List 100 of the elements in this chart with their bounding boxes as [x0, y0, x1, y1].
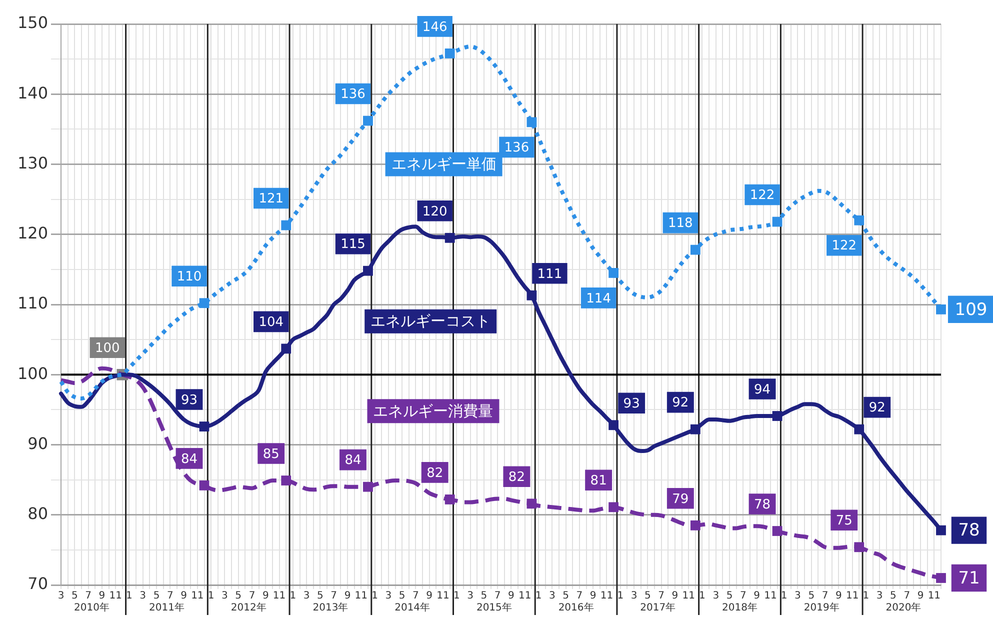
x-tick-label: 3: [876, 590, 883, 602]
x-tick-label: 9: [754, 590, 760, 602]
data-label: 71: [958, 568, 980, 588]
x-tick-label: 5: [808, 590, 815, 602]
point: [690, 424, 700, 434]
data-label: 111: [537, 266, 562, 282]
data-label: 93: [180, 392, 198, 408]
x-tick-label: 5: [71, 590, 78, 602]
point: [690, 520, 700, 530]
data-label: 104: [258, 315, 284, 330]
point: [281, 344, 292, 354]
x-tick-label: 1: [699, 590, 706, 602]
point: [199, 480, 210, 490]
x-tick-label: 1: [208, 590, 214, 602]
point: [608, 502, 619, 512]
x-tick-label: 7: [412, 590, 419, 602]
x-tick-label: 1: [617, 590, 624, 602]
x-tick-label: 5: [398, 590, 406, 602]
point: [363, 482, 373, 492]
x-tick-label: 5: [153, 590, 160, 602]
point: [281, 476, 292, 486]
x-tick-label: 7: [85, 590, 92, 602]
data-label: 121: [258, 192, 284, 207]
point: [444, 232, 455, 243]
x-tick-label: 11: [682, 590, 695, 602]
x-tick-label: 7: [576, 590, 583, 602]
x-tick-label: 3: [712, 590, 720, 602]
x-tick-label: 9: [917, 590, 924, 602]
data-label: 92: [868, 400, 886, 416]
data-label: 85: [262, 446, 280, 462]
data-label: 82: [426, 466, 444, 481]
text: エネルギー単価: [391, 155, 496, 174]
x-tick-label: 11: [600, 590, 614, 602]
y-tick-label: 120: [17, 224, 48, 243]
text: 2020年: [886, 602, 922, 614]
x-tick-label: 1: [290, 590, 296, 602]
x-tick-label: 5: [644, 590, 651, 602]
x-tick-label: 7: [822, 590, 828, 602]
point: [854, 424, 864, 434]
x-tick-label: 9: [672, 590, 678, 602]
point: [936, 573, 946, 583]
point: [772, 411, 782, 421]
y-tick-label: 140: [17, 83, 48, 102]
x-tick-label: 9: [426, 590, 433, 602]
data-label: 109: [954, 300, 988, 320]
data-label: 120: [422, 204, 448, 220]
x-tick-label: 7: [166, 590, 174, 602]
text: エネルギーコスト: [370, 312, 491, 330]
y-tick-label: 130: [17, 153, 48, 172]
text: 2013年: [312, 602, 348, 614]
text: 2014年: [394, 602, 430, 614]
text: 2019年: [804, 602, 840, 614]
data-label: 110: [176, 269, 202, 284]
x-tick-label: 3: [222, 590, 228, 602]
point: [363, 116, 373, 126]
y-tick-label: 150: [17, 13, 48, 32]
data-label: 136: [504, 140, 530, 156]
x-tick-label: 9: [590, 590, 596, 602]
x-tick-label: 3: [140, 590, 146, 602]
y-tick-label: 70: [28, 574, 48, 594]
x-tick-label: 9: [98, 590, 106, 602]
x-tick-label: 7: [658, 590, 664, 602]
x-tick-label: 5: [726, 590, 733, 602]
data-label: 79: [672, 492, 689, 507]
x-tick-label: 11: [518, 590, 532, 602]
x-tick-label: 3: [794, 590, 801, 602]
x-tick-label: 7: [248, 590, 256, 602]
text: 2016年: [558, 602, 594, 614]
x-tick-label: 9: [508, 590, 514, 602]
x-tick-label: 9: [180, 590, 187, 602]
y-tick-label: 90: [28, 434, 48, 453]
data-label: 84: [180, 452, 198, 467]
x-tick-label: 5: [890, 590, 896, 602]
x-tick-label: 5: [480, 590, 488, 602]
x-tick-label: 11: [764, 590, 777, 602]
x-tick-label: 3: [548, 590, 556, 602]
text: 2017年: [640, 602, 676, 614]
point: [363, 266, 373, 276]
data-label: 84: [344, 453, 362, 468]
point: [854, 215, 864, 226]
x-tick-label: 7: [330, 590, 338, 602]
data-label: 78: [754, 497, 771, 512]
data-label: 81: [590, 474, 607, 489]
text: 2011年: [149, 602, 184, 614]
point: [854, 542, 864, 552]
point: [772, 216, 782, 227]
data-label: 122: [750, 188, 775, 204]
x-tick-label: 3: [467, 590, 474, 602]
point: [608, 420, 619, 430]
text: 2015年: [476, 602, 512, 614]
x-tick-label: 11: [109, 590, 122, 602]
x-tick-label: 5: [235, 590, 242, 602]
data-label: 82: [508, 470, 525, 486]
point: [526, 290, 537, 300]
point: [444, 48, 455, 58]
point: [199, 298, 210, 308]
point: [936, 525, 946, 536]
x-tick-label: 5: [317, 590, 324, 602]
data-label: 136: [340, 87, 366, 102]
x-tick-label: 9: [262, 590, 269, 602]
